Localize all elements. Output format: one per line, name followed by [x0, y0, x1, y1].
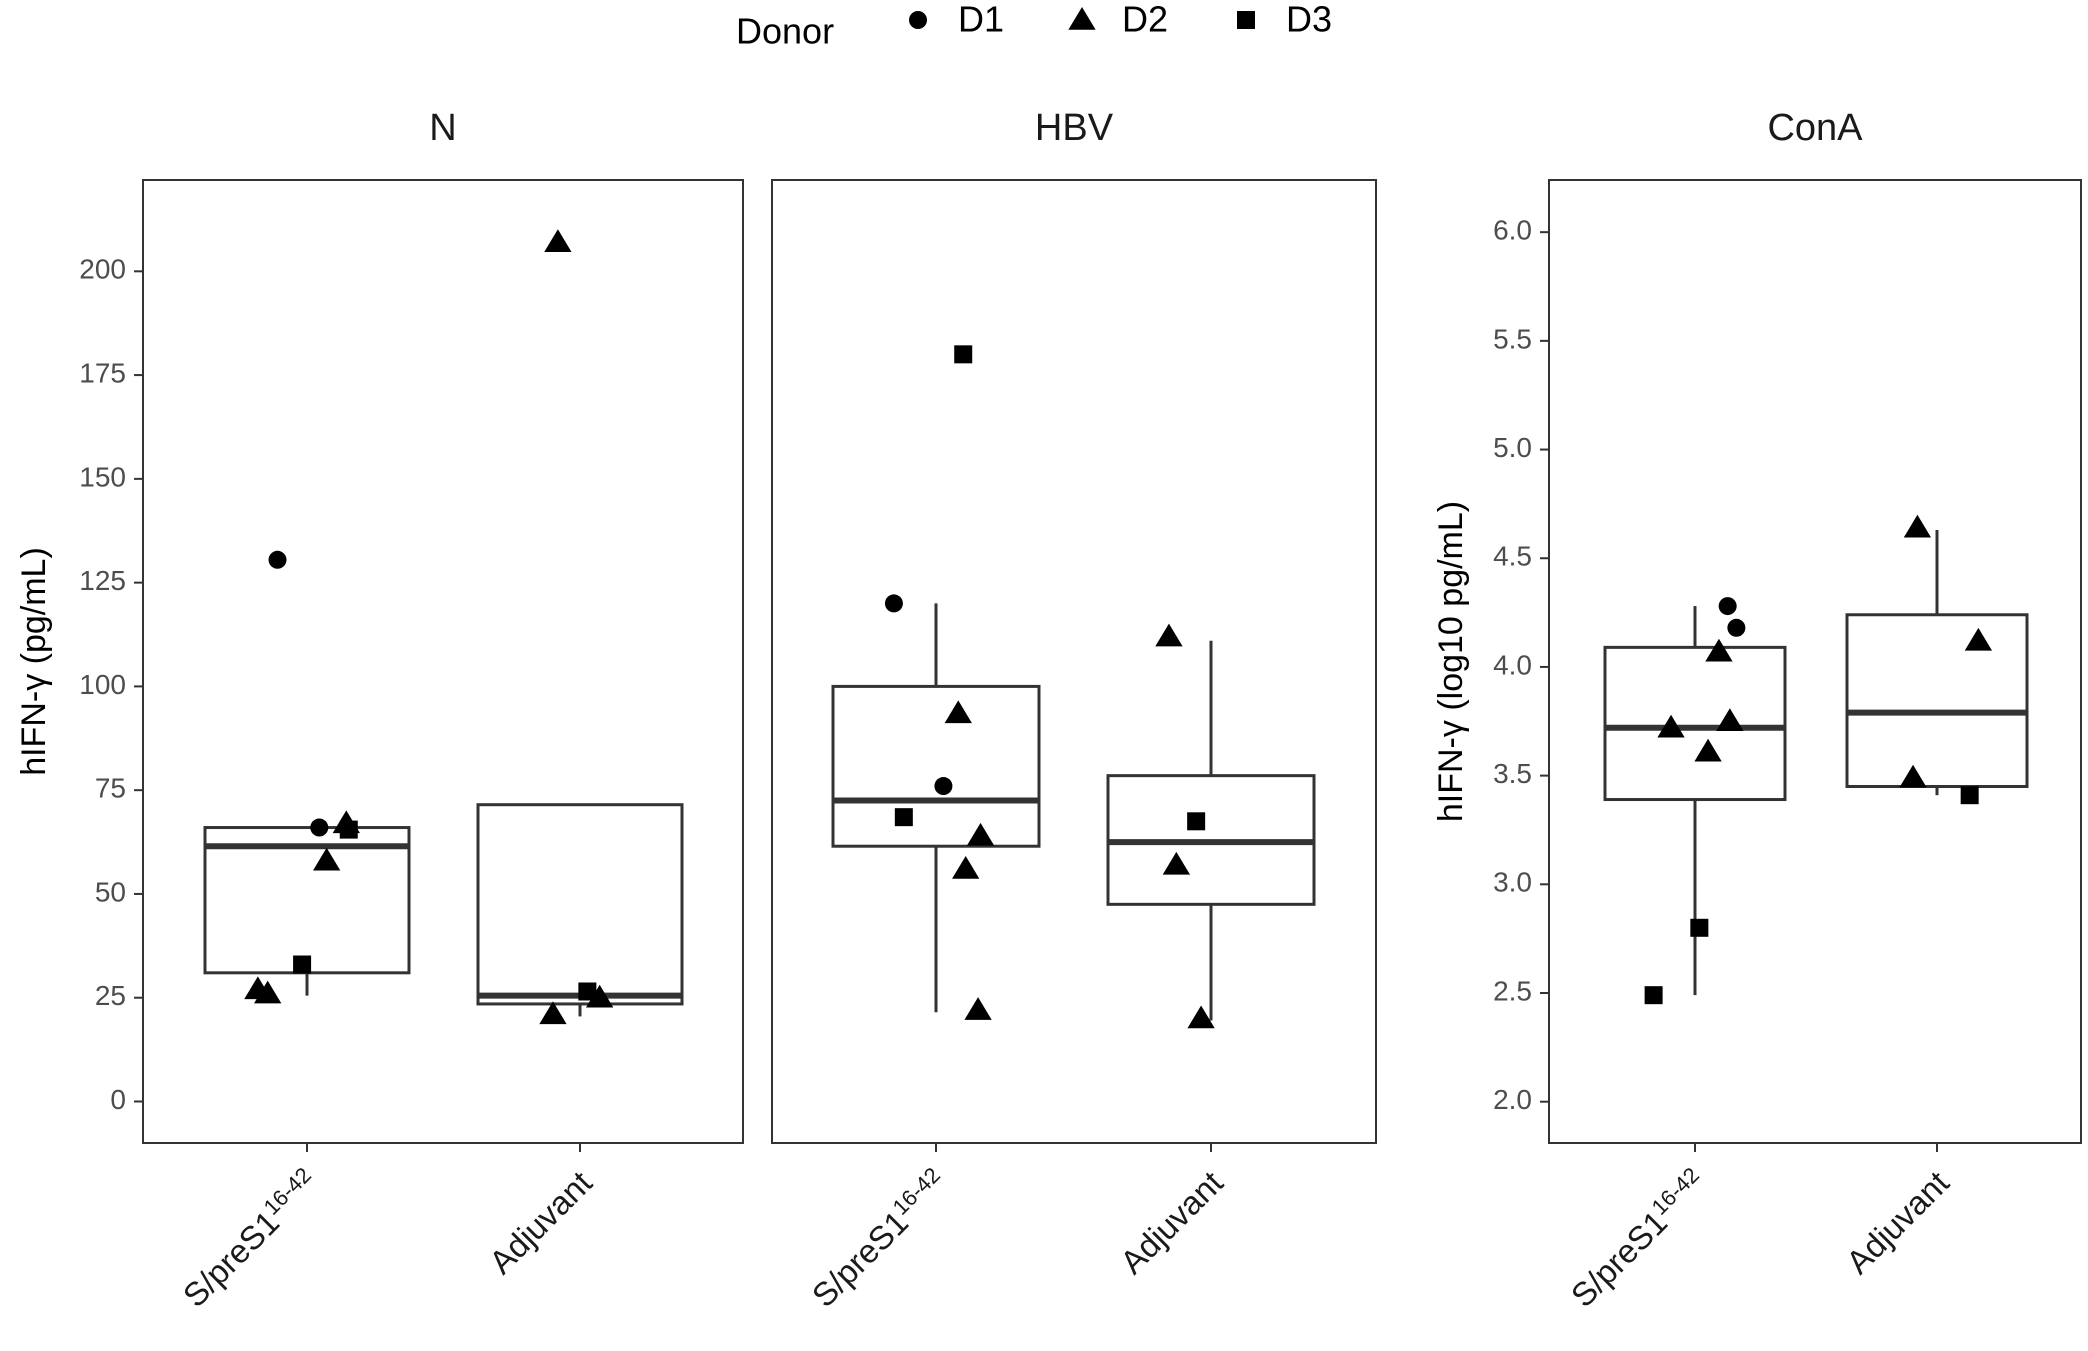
point-d2 — [964, 997, 992, 1020]
panel-title: ConA — [1767, 107, 1863, 149]
point-d2 — [1903, 514, 1932, 538]
y-tick-label: 150 — [79, 461, 126, 492]
group-spres1 — [831, 345, 1041, 1020]
point-d3 — [1644, 986, 1663, 1005]
group-adjuvant — [1845, 514, 2029, 805]
y-tick-label: 125 — [79, 565, 126, 596]
point-d3 — [1960, 786, 1979, 805]
x-tick-label: Adjuvant — [1839, 1164, 1956, 1281]
y-tick-label: 50 — [95, 876, 126, 907]
y-tick-label: 175 — [79, 357, 126, 388]
legend-label-d2: D2 — [1122, 0, 1168, 40]
point-d2 — [586, 984, 614, 1008]
panel-border — [1548, 179, 2082, 1144]
point-d2 — [544, 229, 572, 253]
point-d1 — [884, 594, 903, 613]
panel-hbv: HBV S/preS116-42 Adjuvant — [771, 107, 1377, 1314]
panel-title: HBV — [1035, 107, 1114, 149]
y-tick-label: 5.5 — [1493, 323, 1532, 354]
panel-title: N — [429, 107, 456, 149]
y-tick-label: 75 — [95, 773, 126, 804]
legend-label-d1: D1 — [958, 0, 1004, 40]
box — [1603, 645, 1787, 802]
point-d2 — [952, 856, 980, 879]
point-d3 — [954, 345, 973, 364]
group-adjuvant — [476, 229, 684, 1025]
point-d2 — [1187, 1005, 1215, 1029]
point-d2 — [1694, 738, 1722, 762]
point-d1 — [310, 818, 329, 837]
y-tick-label: 4.5 — [1493, 541, 1532, 572]
panel-n: N 0 25 50 75 100 125 150 175 200 hIFN-γ (pg/mL) S/p… — [15, 107, 744, 1314]
x-tick-label: S/preS116-42 — [803, 1162, 955, 1314]
point-d3 — [1187, 812, 1206, 831]
point-d3 — [339, 820, 358, 839]
point-d2 — [1155, 623, 1183, 647]
point-d3 — [578, 982, 597, 1001]
point-d1 — [1718, 597, 1737, 616]
panel-cona: ConA 2.0 2.5 3.0 3.5 4.0 4.5 5.0 5.5 6.0 hIFN-γ (l… — [1432, 107, 2082, 1314]
point-d2 — [944, 700, 972, 724]
x-tick-label: Adjuvant — [482, 1164, 599, 1281]
y-tick-label: 3.5 — [1493, 758, 1532, 789]
group-spres1 — [1603, 597, 1787, 1005]
point-d2 — [1899, 764, 1927, 788]
box — [203, 826, 411, 975]
point-d2 — [966, 822, 995, 846]
point-d2 — [1705, 638, 1733, 662]
point-d1 — [268, 550, 287, 569]
point-d2 — [1657, 714, 1685, 738]
y-axis-label: hIFN-γ (log10 pg/mL) — [1432, 501, 1470, 822]
legend-title: Donor — [736, 11, 834, 52]
y-tick-label: 4.0 — [1493, 649, 1532, 680]
point-d2 — [539, 1001, 567, 1025]
legend-marker-d3 — [1237, 11, 1255, 29]
legend-label-d3: D3 — [1286, 0, 1332, 40]
panel-border — [142, 179, 744, 1144]
group-adjuvant — [1106, 623, 1316, 1029]
x-tick-label: S/preS116-42 — [1562, 1162, 1714, 1314]
point-d2 — [1716, 708, 1744, 732]
y-tick-label: 6.0 — [1493, 215, 1532, 246]
legend-marker-d2 — [1068, 7, 1096, 30]
point-d3 — [293, 955, 312, 974]
legend: Donor D1 D2 D3 — [736, 0, 1332, 52]
x-tick-label: S/preS116-42 — [174, 1162, 326, 1314]
y-tick-label: 0 — [110, 1084, 126, 1115]
legend-marker-d1 — [909, 11, 927, 29]
point-d1 — [1727, 618, 1746, 637]
point-d3 — [1690, 918, 1709, 937]
y-tick-label: 3.0 — [1493, 867, 1532, 898]
y-tick-label: 25 — [95, 980, 126, 1011]
point-d2 — [313, 847, 341, 871]
y-tick-label: 2.5 — [1493, 975, 1532, 1006]
point-d2 — [1162, 851, 1190, 875]
y-tick-label: 5.0 — [1493, 432, 1532, 463]
panel-border — [771, 179, 1377, 1144]
y-axis-label: hIFN-γ (pg/mL) — [15, 547, 53, 776]
y-tick-label: 200 — [79, 254, 126, 285]
y-tick-label: 2.0 — [1493, 1084, 1532, 1115]
x-tick-label: Adjuvant — [1113, 1164, 1230, 1281]
box — [831, 684, 1041, 848]
point-d2 — [1964, 627, 1993, 651]
point-d1 — [934, 777, 953, 796]
box — [476, 803, 684, 1006]
point-d3 — [894, 808, 913, 827]
y-tick-label: 100 — [79, 669, 126, 700]
box — [1845, 613, 2029, 788]
group-spres1 — [203, 550, 411, 1004]
point-d2 — [254, 980, 282, 1004]
